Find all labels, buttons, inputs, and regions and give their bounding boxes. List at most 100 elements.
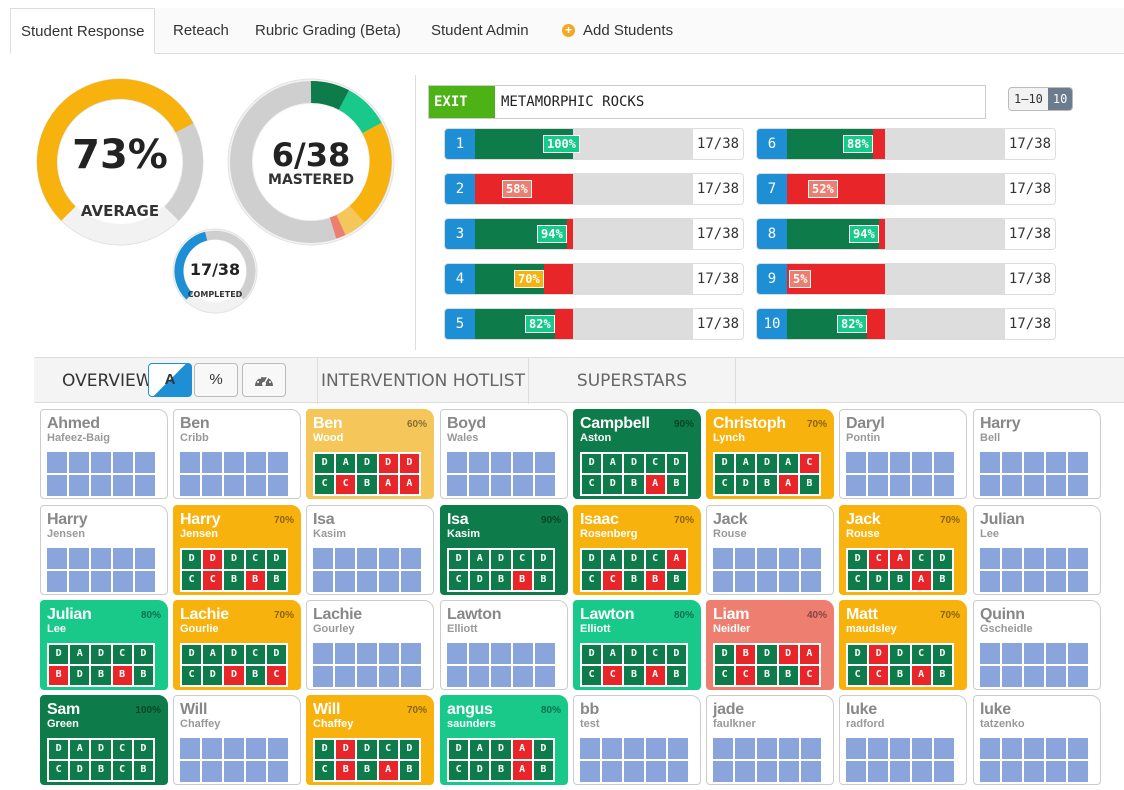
- student-card[interactable]: Harry Jensen: [40, 505, 168, 595]
- empty-cell: [779, 738, 799, 759]
- student-card[interactable]: Lawton Elliott: [440, 600, 568, 690]
- overview-tab[interactable]: OVERVIEW: [62, 371, 153, 391]
- student-card[interactable]: Boyd Wales: [440, 409, 568, 499]
- student-card[interactable]: Quinn Gscheidle: [973, 600, 1101, 690]
- student-first-name: Jack: [846, 511, 881, 528]
- tab-rubric-grading[interactable]: Rubric Grading (Beta): [245, 8, 411, 54]
- empty-cell: [47, 475, 67, 496]
- empty-cell: [379, 666, 399, 687]
- answer-cell: D: [449, 550, 469, 569]
- student-card[interactable]: Isa Kasim 90% D A D C D C D B B B: [440, 505, 568, 595]
- answer-cell: D: [91, 740, 111, 759]
- student-last-name: Bell: [980, 432, 1001, 444]
- answer-cell: B: [932, 666, 952, 685]
- answer-cell: C: [582, 571, 602, 590]
- question-row-8[interactable]: 8 94% 17/38: [756, 218, 1056, 250]
- empty-cell: [624, 761, 644, 782]
- percent-view-button[interactable]: %: [194, 363, 238, 397]
- student-card[interactable]: angus saunders 80% D A D A D C D B A B: [440, 695, 568, 785]
- student-last-name: Aston: [580, 432, 612, 444]
- student-card[interactable]: Liam Neidler 40% D B D D A C C B B C: [706, 600, 834, 690]
- tab-reteach[interactable]: Reteach: [163, 8, 239, 54]
- student-card[interactable]: bb test: [573, 695, 701, 785]
- range-option-1-10[interactable]: 1–10: [1014, 92, 1043, 106]
- empty-cell: [268, 738, 288, 759]
- student-card[interactable]: Julian Lee: [973, 505, 1101, 595]
- answer-cell: B: [266, 571, 286, 590]
- empty-answer-grid: [47, 452, 155, 496]
- student-first-name: Julian: [47, 606, 92, 623]
- question-row-6[interactable]: 6 88% 17/38: [756, 128, 1056, 160]
- empty-cell: [1024, 452, 1044, 473]
- answer-cell: A: [378, 475, 398, 494]
- empty-cell: [846, 761, 866, 782]
- empty-cell: [580, 738, 600, 759]
- answer-view-button[interactable]: A: [148, 363, 192, 397]
- question-row-4[interactable]: 4 70% 17/38: [444, 263, 744, 295]
- empty-cell: [1024, 548, 1044, 569]
- student-score: 60%: [406, 419, 427, 430]
- answer-cell: D: [70, 761, 90, 780]
- speedometer-view-button[interactable]: [242, 363, 286, 397]
- student-card[interactable]: Christoph Lynch 70% D A D A C C D B A B: [706, 409, 834, 499]
- question-bar: 58%: [475, 174, 693, 204]
- range-option-10[interactable]: 10: [1047, 88, 1073, 110]
- empty-cell: [469, 475, 489, 496]
- student-card[interactable]: Ahmed Hafeez-Baig: [40, 409, 168, 499]
- empty-cell: [779, 548, 799, 569]
- student-card[interactable]: Will Chaffey: [173, 695, 301, 785]
- student-card[interactable]: Lachie Gourlie 70% D A D C D C D D B C: [173, 600, 301, 690]
- top-tab-bar: Student Response Reteach Rubric Grading …: [10, 8, 1124, 54]
- student-card[interactable]: Ben Wood 60% D A D D D C C B A A: [306, 409, 434, 499]
- empty-cell: [1046, 475, 1066, 496]
- empty-cell: [401, 643, 421, 664]
- answer-cell: A: [470, 740, 490, 759]
- student-card[interactable]: luke tatzenko: [973, 695, 1101, 785]
- student-card[interactable]: Daryl Pontin: [839, 409, 967, 499]
- question-row-10[interactable]: 10 82% 17/38: [756, 308, 1056, 340]
- student-card[interactable]: Harry Bell: [973, 409, 1101, 499]
- student-card[interactable]: Julian Lee 80% D A D C D B D B B B: [40, 600, 168, 690]
- question-number: 10: [757, 309, 787, 339]
- question-row-9[interactable]: 9 5% 17/38: [756, 263, 1056, 295]
- question-row-7[interactable]: 7 52% 17/38: [756, 173, 1056, 205]
- student-card[interactable]: Jack Rouse: [706, 505, 834, 595]
- student-card[interactable]: luke radford: [839, 695, 967, 785]
- empty-cell: [246, 452, 266, 473]
- answer-cell: D: [715, 454, 735, 473]
- student-card[interactable]: Lachie Gourley: [306, 600, 434, 690]
- student-card[interactable]: Isaac Rosenberg 70% D A D C A C C B B B: [573, 505, 701, 595]
- student-card[interactable]: Harry Jensen 70% D D D C D C C B B B: [173, 505, 301, 595]
- exit-label: EXIT: [429, 86, 495, 118]
- empty-cell: [513, 475, 533, 496]
- student-card[interactable]: Matt maudsley 70% D D D C D C C B A B: [839, 600, 967, 690]
- student-first-name: Daryl: [846, 415, 885, 432]
- question-bar: 70%: [475, 264, 693, 294]
- tab-add-students[interactable]: + Add Students: [552, 8, 683, 54]
- tab-student-response[interactable]: Student Response: [10, 8, 156, 54]
- tab-superstars[interactable]: SUPERSTARS: [528, 358, 736, 404]
- empty-cell: [868, 738, 888, 759]
- answer-cell: A: [778, 454, 798, 473]
- empty-cell: [91, 571, 111, 592]
- student-card[interactable]: Jack Rouse 70% D C A C D C D B A B: [839, 505, 967, 595]
- question-range-toggle[interactable]: 1–10 10: [1008, 87, 1074, 111]
- student-card[interactable]: Will Chaffey 70% D D D C D C B B A B: [306, 695, 434, 785]
- student-card[interactable]: Isa Kasim: [306, 505, 434, 595]
- question-row-5[interactable]: 5 82% 17/38: [444, 308, 744, 340]
- question-row-1[interactable]: 1 100% 17/38: [444, 128, 744, 160]
- question-row-2[interactable]: 2 58% 17/38: [444, 173, 744, 205]
- empty-cell: [602, 738, 622, 759]
- tab-intervention-hotlist[interactable]: INTERVENTION HOTLIST: [317, 358, 528, 404]
- tab-student-admin[interactable]: Student Admin: [421, 8, 539, 54]
- answer-cell: C: [582, 475, 602, 494]
- student-card[interactable]: jade faulkner: [706, 695, 834, 785]
- student-card[interactable]: Campbell Aston 90% D A D C D C D B A B: [573, 409, 701, 499]
- student-card[interactable]: Ben Cribb: [173, 409, 301, 499]
- student-card[interactable]: Lawton Elliott 80% D A D C D C C B A B: [573, 600, 701, 690]
- question-bar: 52%: [787, 174, 1005, 204]
- question-bar-wrong: [532, 174, 573, 204]
- question-count: 17/38: [1008, 316, 1052, 332]
- question-row-3[interactable]: 3 94% 17/38: [444, 218, 744, 250]
- student-card[interactable]: Sam Green 100% D A D C D C D B C B: [40, 695, 168, 785]
